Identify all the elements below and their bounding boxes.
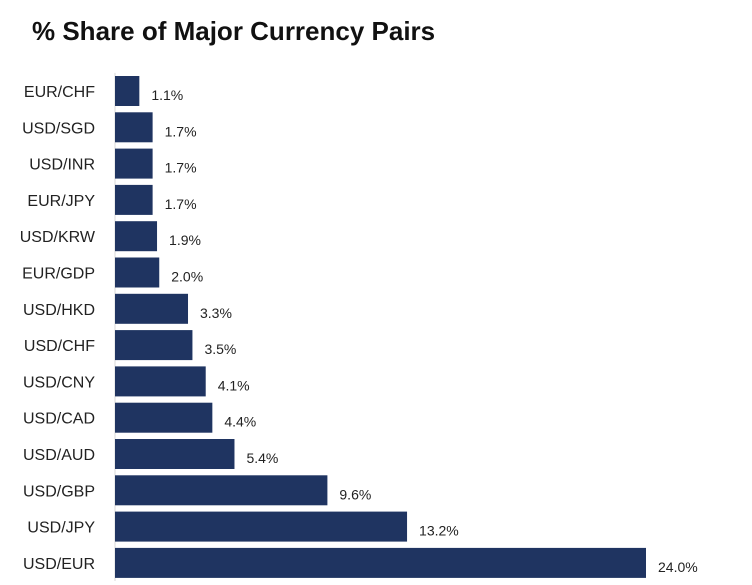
value-label: 4.4% — [224, 414, 256, 430]
category-label: USD/INR — [29, 157, 95, 174]
category-label: EUR/JPY — [27, 193, 95, 210]
category-label: USD/HKD — [23, 302, 95, 319]
category-label: USD/CHF — [24, 338, 95, 355]
bar-usd-cad — [115, 402, 213, 433]
value-label: 1.1% — [151, 87, 183, 103]
bar-eur-gdp — [115, 257, 160, 288]
value-label: 9.6% — [339, 486, 371, 502]
bar-usd-inr — [115, 148, 153, 179]
bar-usd-aud — [115, 439, 235, 469]
value-label: 1.9% — [169, 232, 201, 248]
bar-usd-sgd — [115, 112, 153, 143]
category-label: USD/CAD — [23, 411, 95, 428]
bar-eur-chf — [115, 76, 140, 106]
value-label: 2.0% — [171, 269, 203, 285]
bar-usd-eur — [115, 547, 646, 578]
value-label: 1.7% — [165, 160, 197, 176]
value-label: 1.7% — [165, 196, 197, 212]
bar-usd-krw — [115, 221, 158, 252]
category-label: EUR/CHF — [24, 84, 95, 101]
value-label: 24.0% — [658, 559, 698, 575]
bars-layer: EUR/CHF 1.1% USD/SGD 1.7% USD/INR 1.7% EUR/JPY… — [20, 76, 698, 578]
value-label: 1.7% — [165, 123, 197, 139]
category-label: USD/CNY — [23, 374, 95, 391]
bar-usd-cny — [115, 366, 206, 397]
category-label: USD/EUR — [23, 556, 95, 573]
value-label: 13.2% — [419, 523, 459, 539]
category-label: USD/AUD — [23, 447, 95, 464]
category-label: USD/GBP — [23, 483, 95, 500]
value-label: 3.5% — [204, 341, 236, 357]
bar-usd-chf — [115, 330, 193, 361]
bar-usd-jpy — [115, 511, 408, 542]
chart-title: % Share of Major Currency Pairs — [32, 16, 436, 46]
category-label: EUR/GDP — [22, 266, 95, 283]
bar-eur-jpy — [115, 184, 153, 215]
value-label: 3.3% — [200, 305, 232, 321]
bar-usd-hkd — [115, 293, 189, 324]
category-label: USD/JPY — [27, 520, 95, 537]
value-label: 4.1% — [218, 377, 250, 393]
bar-usd-gbp — [115, 475, 328, 506]
value-label: 5.4% — [246, 450, 278, 466]
category-label: USD/KRW — [20, 229, 96, 246]
category-label: USD/SGD — [22, 120, 95, 137]
